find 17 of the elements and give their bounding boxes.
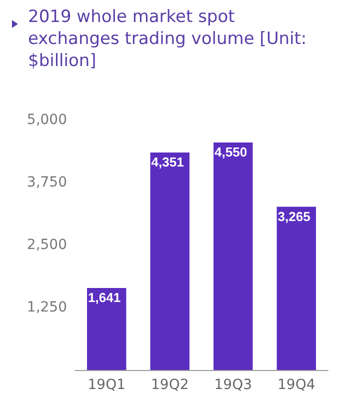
x-tick-label: 19Q4 (278, 377, 316, 393)
data-label: 4,550 (214, 144, 248, 160)
bar (276, 206, 316, 370)
x-tick-label: 19Q3 (214, 377, 252, 393)
y-tick-label: 1,250 (26, 300, 67, 316)
y-tick-label: 5,000 (26, 112, 67, 128)
y-tick-label: 3,750 (26, 174, 67, 190)
data-label: 3,265 (278, 208, 310, 224)
x-tick-label: 19Q2 (151, 377, 189, 393)
x-tick-label: 19Q1 (88, 377, 126, 393)
bar (87, 288, 126, 370)
chart-title: 2019 whole market spot exchanges trading volume [Unit: $billion] (28, 6, 308, 72)
data-label: 4,351 (151, 154, 184, 170)
bar (214, 142, 253, 370)
y-tick-label: 2,500 (26, 237, 67, 253)
data-label: 1,641 (88, 290, 121, 305)
bar (150, 152, 190, 370)
